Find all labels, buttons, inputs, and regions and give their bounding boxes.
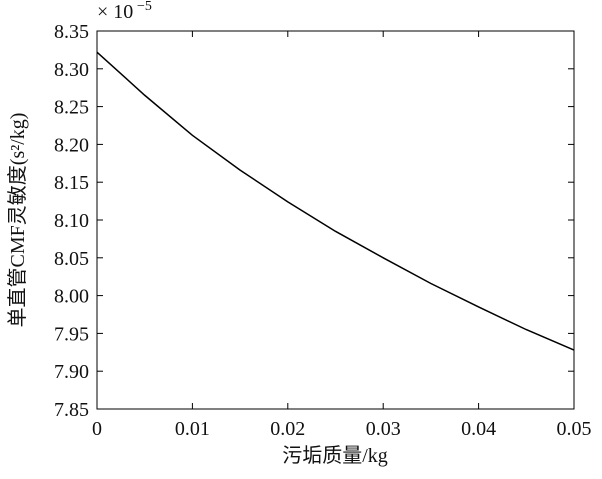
y-tick-label: 8.30 xyxy=(54,59,89,81)
y-tick-label: 8.35 xyxy=(54,21,89,43)
x-axis-label: 污垢质量/kg xyxy=(282,444,388,467)
y-tick-label: 7.90 xyxy=(54,361,89,383)
x-tick-label: 0 xyxy=(92,418,102,440)
x-tick-label: 0.05 xyxy=(557,418,592,440)
y-tick-label: 8.20 xyxy=(54,134,89,156)
x-tick-label: 0.02 xyxy=(270,418,305,440)
y-tick-label: 8.25 xyxy=(54,97,89,119)
y-tick-label: 8.10 xyxy=(54,210,89,232)
data-line xyxy=(96,51,575,351)
y-tick-label: 7.95 xyxy=(54,323,89,345)
x-tick-label: 0.04 xyxy=(461,418,496,440)
y-tick-label: 8.15 xyxy=(54,172,89,194)
x-tick-label: 0.03 xyxy=(366,418,401,440)
y-tick-label: 8.00 xyxy=(54,286,89,308)
axis-multiplier-exponent: −5 xyxy=(137,0,152,14)
y-tick-label: 8.05 xyxy=(54,248,89,270)
x-tick-label: 0.01 xyxy=(175,418,210,440)
axis-multiplier: × 10 xyxy=(97,1,133,23)
plot-frame xyxy=(96,30,575,410)
y-axis-label: 单直管CMF灵敏度(s²/kg) xyxy=(6,113,29,328)
y-tick-label: 7.85 xyxy=(54,399,89,421)
